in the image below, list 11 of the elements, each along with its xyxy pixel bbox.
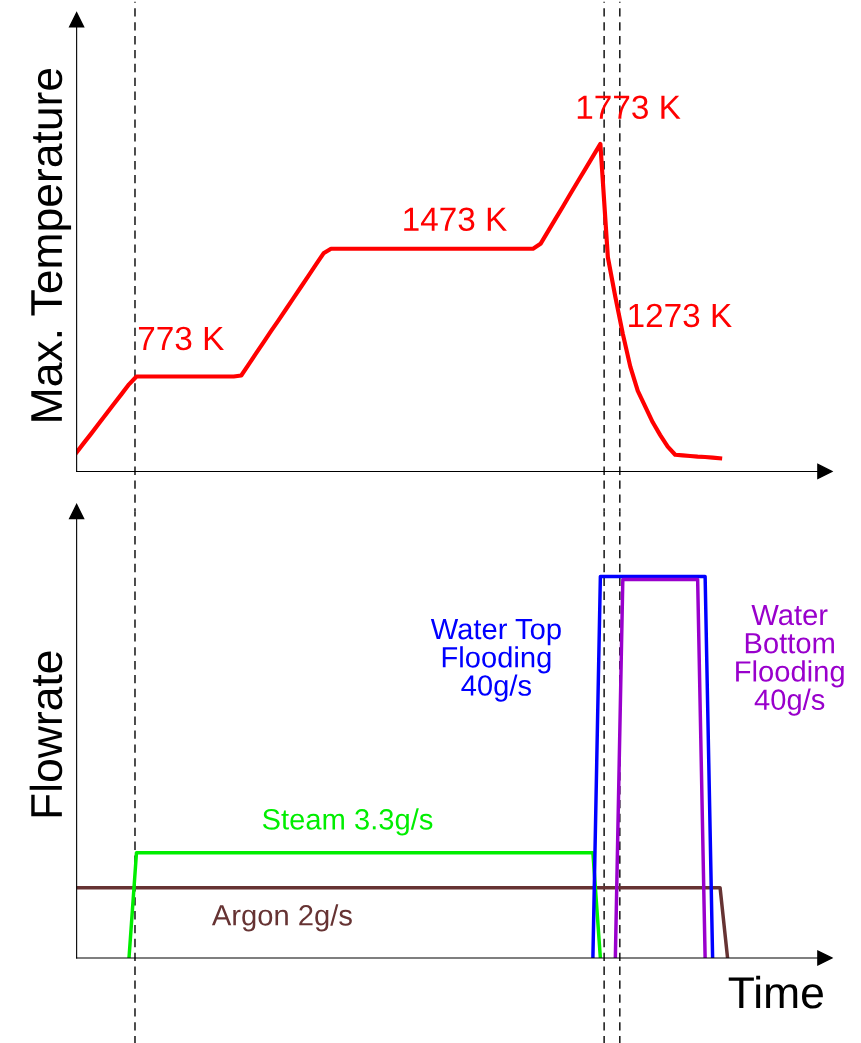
annotation: 1273 K [629, 303, 732, 328]
y-axis-title: Flowrate [29, 651, 63, 817]
series-label: Water Bottom Flooding 40g/s [736, 604, 844, 716]
series-label: Water Top Flooding 40g/s [430, 619, 561, 702]
x-axis-title: Time [728, 975, 823, 1009]
series-label: Argon 2g/s [211, 904, 352, 932]
y-axis-title: Max. Temperature [31, 68, 72, 421]
annotation: 773 K [138, 326, 224, 351]
text: 1773 K [577, 95, 681, 120]
series-label: Steam 3.3g/s [262, 808, 433, 836]
annotation: 1473 K [404, 207, 507, 232]
